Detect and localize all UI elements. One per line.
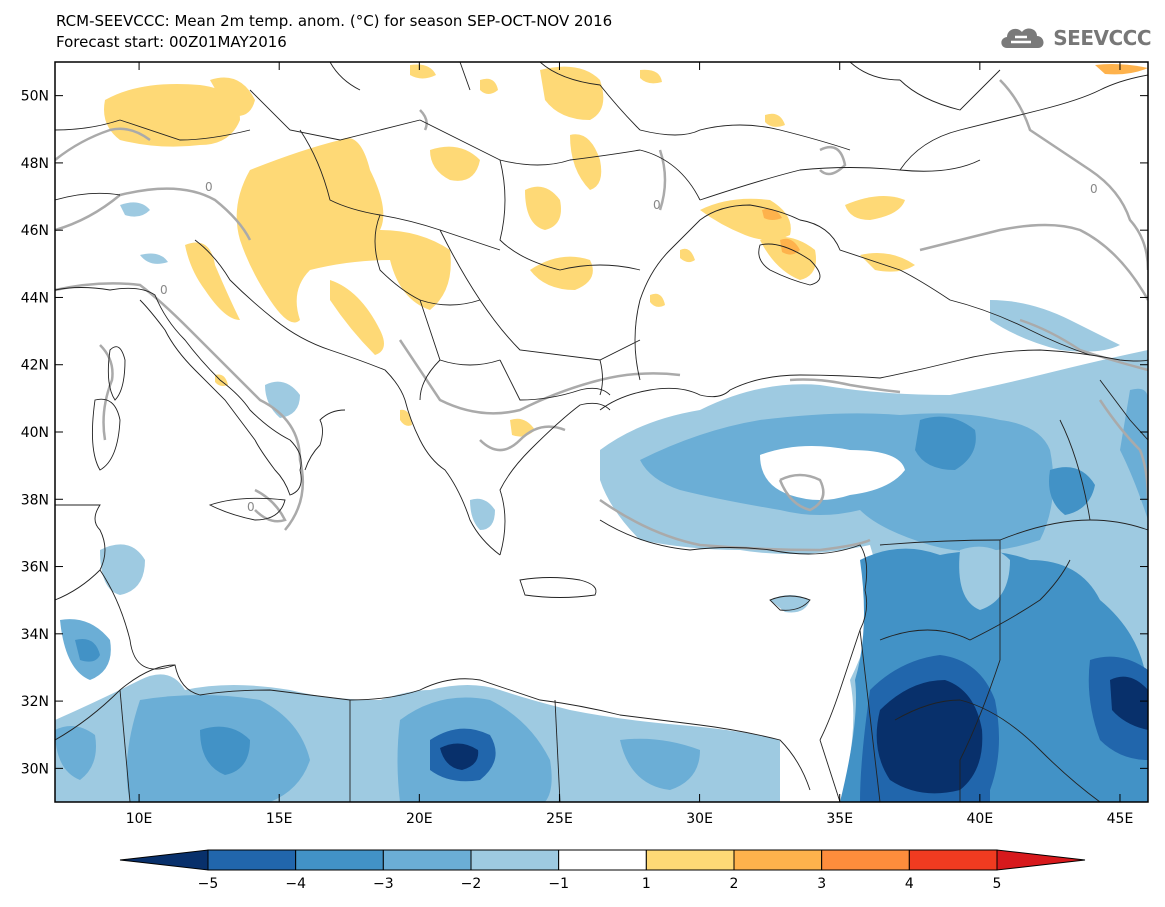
colorbar-label: −2	[461, 876, 482, 892]
forecast-start-label: Forecast start: 00Z01MAY2016	[56, 33, 287, 51]
lat-tick-label: 50N	[21, 89, 49, 105]
longitude-axis: 10E 15E 20E 25E 30E 35E 40E 45E	[126, 62, 1134, 827]
colorbar-high-extension	[996, 849, 1086, 871]
colorbar-swatch	[382, 849, 472, 871]
cloud-icon	[1001, 28, 1044, 48]
colorbar-label: 3	[817, 876, 826, 892]
brand-name: SEEVCCC	[1053, 26, 1151, 50]
contour-label: 0	[247, 500, 255, 514]
lat-tick-label: 38N	[21, 492, 49, 508]
colorbar-label: −5	[198, 876, 219, 892]
zero-contour-lines	[55, 79, 1148, 552]
colorbar-swatch	[821, 849, 910, 871]
lat-tick-label: 48N	[21, 156, 49, 172]
lon-tick-label: 30E	[686, 811, 713, 827]
negative-anomaly-fields	[600, 300, 1148, 802]
colorbar-label: 1	[642, 876, 651, 892]
lat-tick-label: 30N	[21, 761, 49, 777]
lon-tick-label: 45E	[1107, 811, 1134, 827]
contour-label: 0	[205, 180, 213, 194]
lat-tick-label: 40N	[21, 425, 49, 441]
colorbar-swatch	[470, 849, 560, 871]
contour-label: 0	[653, 198, 661, 212]
colorbar-label: 5	[993, 876, 1002, 892]
colorbar-label: 2	[730, 876, 739, 892]
contour-label: 0	[160, 283, 168, 297]
colorbar-swatch	[733, 849, 823, 871]
colorbar-swatch	[558, 849, 647, 871]
colorbar-label: 4	[905, 876, 914, 892]
plot-area: 0 0 0 0 0	[55, 62, 1148, 802]
lat-tick-label: 34N	[21, 627, 49, 643]
contour-label: 0	[1090, 182, 1098, 196]
lon-tick-label: 35E	[826, 811, 853, 827]
north-africa-anomaly-fields	[55, 544, 780, 802]
colorbar: −5 −4 −3 −2 −1 1 2 3 4 5	[119, 849, 1086, 892]
colorbar-label: −4	[285, 876, 306, 892]
lon-tick-label: 15E	[266, 811, 293, 827]
lat-tick-label: 42N	[21, 358, 49, 374]
colorbar-swatch	[645, 849, 735, 871]
colorbar-label: −3	[373, 876, 394, 892]
lat-tick-label: 46N	[21, 223, 49, 239]
lon-tick-label: 20E	[406, 811, 433, 827]
colorbar-swatch	[295, 849, 384, 871]
colorbar-swatch	[908, 849, 998, 871]
lon-tick-label: 40E	[967, 811, 994, 827]
coastlines-and-borders	[55, 62, 1148, 802]
lat-tick-label: 32N	[21, 694, 49, 710]
colorbar-swatch	[207, 849, 297, 871]
positive-anomaly-fields	[104, 64, 1148, 437]
lat-tick-label: 44N	[21, 290, 49, 306]
lat-tick-label: 36N	[21, 560, 49, 576]
contour-labels: 0 0 0 0 0	[160, 180, 1098, 514]
colorbar-low-extension	[119, 849, 209, 871]
latitude-axis: 30N 32N 34N 36N 38N 40N 42N 44N 46N 48N 50N	[21, 89, 1148, 777]
map-title: RCM-SEEVCCC: Mean 2m temp. anom. (°C) fo…	[56, 12, 613, 30]
lon-tick-label: 25E	[546, 811, 573, 827]
seevccc-logo: SEEVCCC	[997, 22, 1151, 54]
lon-tick-label: 10E	[126, 811, 153, 827]
colorbar-label: −1	[548, 876, 569, 892]
